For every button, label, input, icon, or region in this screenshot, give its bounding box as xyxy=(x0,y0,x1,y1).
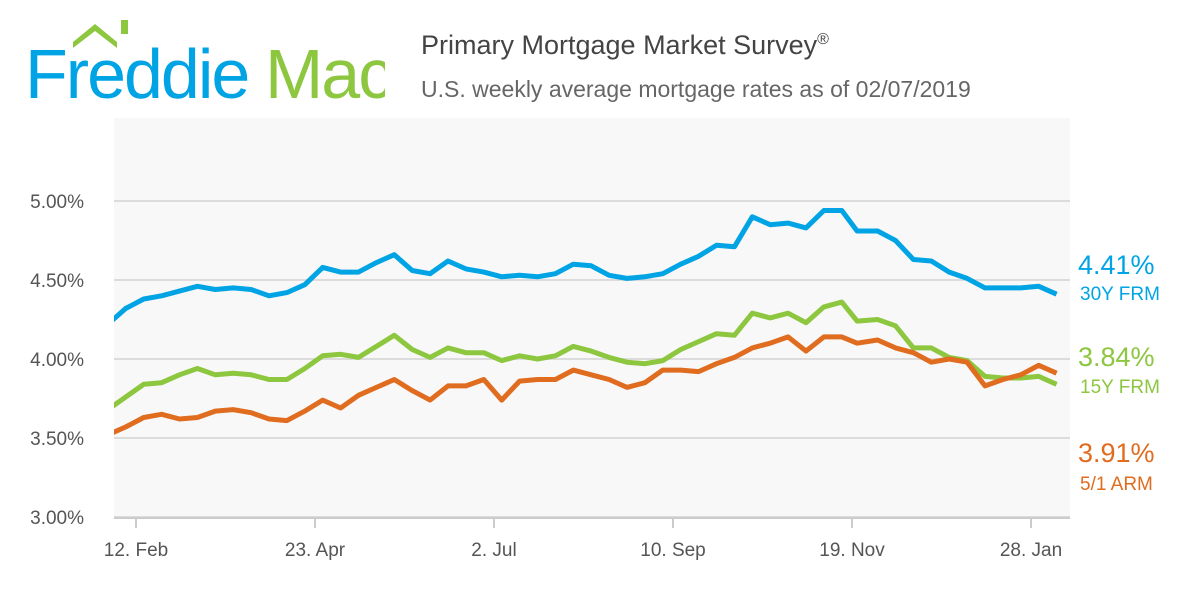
chart-subtitle: U.S. weekly average mortgage rates as of… xyxy=(421,76,971,102)
y-tick-label: 4.50% xyxy=(30,271,84,292)
series-name-label: 5/1 ARM xyxy=(1080,474,1153,495)
series-name-label: 30Y FRM xyxy=(1080,284,1160,305)
x-tick-label: 19. Nov xyxy=(819,540,885,561)
y-tick-label: 5.00% xyxy=(30,192,84,213)
series-line-30y-frm xyxy=(114,208,1058,323)
series-line-15y-frm xyxy=(114,299,1058,409)
end-value-label: 3.84% xyxy=(1078,342,1155,372)
x-tick-label: 23. Apr xyxy=(285,540,346,561)
y-tick-label: 3.00% xyxy=(30,508,84,529)
series-name-label: 15Y FRM xyxy=(1080,377,1160,398)
end-value-label: 3.91% xyxy=(1078,438,1155,468)
svg-text:Freddie: Freddie xyxy=(25,35,248,110)
y-tick-label: 3.50% xyxy=(30,429,84,450)
x-tick-label: 12. Feb xyxy=(104,540,168,561)
svg-text:Mac: Mac xyxy=(265,35,385,110)
plot-background xyxy=(114,118,1070,518)
x-tick-label: 2. Jul xyxy=(471,540,516,561)
end-value-label: 4.41% xyxy=(1078,250,1155,280)
chart-title: Primary Mortgage Market Survey® xyxy=(421,30,829,60)
y-tick-label: 4.00% xyxy=(30,350,84,371)
series-line-5-1-arm xyxy=(114,334,1058,435)
x-tick-label: 10. Sep xyxy=(640,540,706,561)
freddie-mac-logo: Freddie Mac xyxy=(25,15,394,113)
x-tick-label: 28. Jan xyxy=(1000,540,1062,561)
